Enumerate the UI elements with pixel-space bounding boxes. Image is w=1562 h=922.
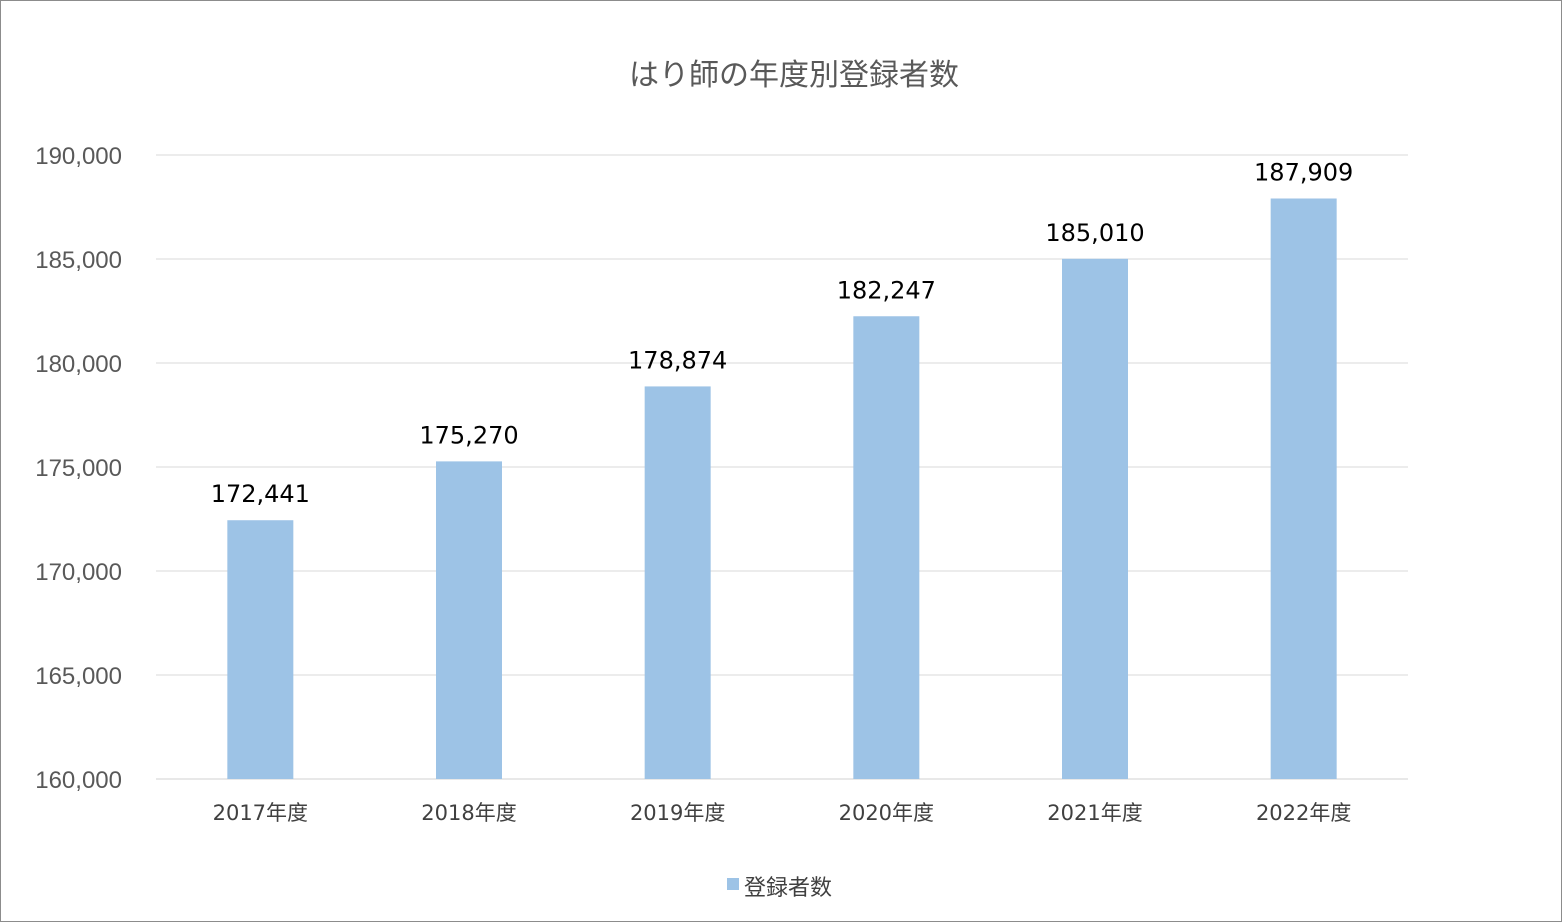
data-label: 175,270 bbox=[419, 421, 518, 449]
y-tick-label: 185,000 bbox=[35, 247, 122, 274]
y-tick-label: 175,000 bbox=[35, 455, 122, 482]
y-tick-label: 165,000 bbox=[35, 663, 122, 690]
x-tick-label: 2019年度 bbox=[630, 801, 725, 825]
chart-title: はり師の年度別登録者数 bbox=[629, 58, 959, 93]
legend: 登録者数 bbox=[727, 876, 832, 901]
y-tick-label: 180,000 bbox=[35, 351, 122, 378]
data-labels: 172,441 175,270 178,874 182,247 185,010 187,9… bbox=[211, 158, 1354, 508]
data-label: 185,010 bbox=[1045, 219, 1144, 247]
data-label: 172,441 bbox=[211, 480, 310, 508]
x-tick-label: 2021年度 bbox=[1047, 801, 1142, 825]
bar bbox=[436, 461, 502, 779]
x-tick-label: 2020年度 bbox=[839, 801, 934, 825]
legend-swatch bbox=[727, 878, 739, 890]
bar bbox=[1271, 198, 1337, 779]
data-label: 182,247 bbox=[837, 276, 936, 304]
x-tick-label: 2018年度 bbox=[421, 801, 516, 825]
bar bbox=[227, 520, 293, 779]
y-tick-label: 170,000 bbox=[35, 559, 122, 586]
data-label: 187,909 bbox=[1254, 158, 1353, 186]
y-axis-tick-labels: 160,000 165,000 170,000 175,000 180,000 185,0… bbox=[35, 143, 122, 794]
bar bbox=[1062, 259, 1128, 779]
x-tick-label: 2017年度 bbox=[213, 801, 308, 825]
data-label: 178,874 bbox=[628, 346, 727, 374]
bar bbox=[645, 386, 711, 779]
gridlines bbox=[156, 155, 1408, 779]
y-tick-label: 190,000 bbox=[35, 143, 122, 170]
bars bbox=[227, 198, 1336, 779]
x-axis-tick-labels: 2017年度 2018年度 2019年度 2020年度 2021年度 2022年度 bbox=[213, 801, 1352, 825]
y-tick-label: 160,000 bbox=[35, 767, 122, 794]
x-tick-label: 2022年度 bbox=[1256, 801, 1351, 825]
legend-label: 登録者数 bbox=[744, 876, 832, 901]
bar bbox=[853, 316, 919, 779]
